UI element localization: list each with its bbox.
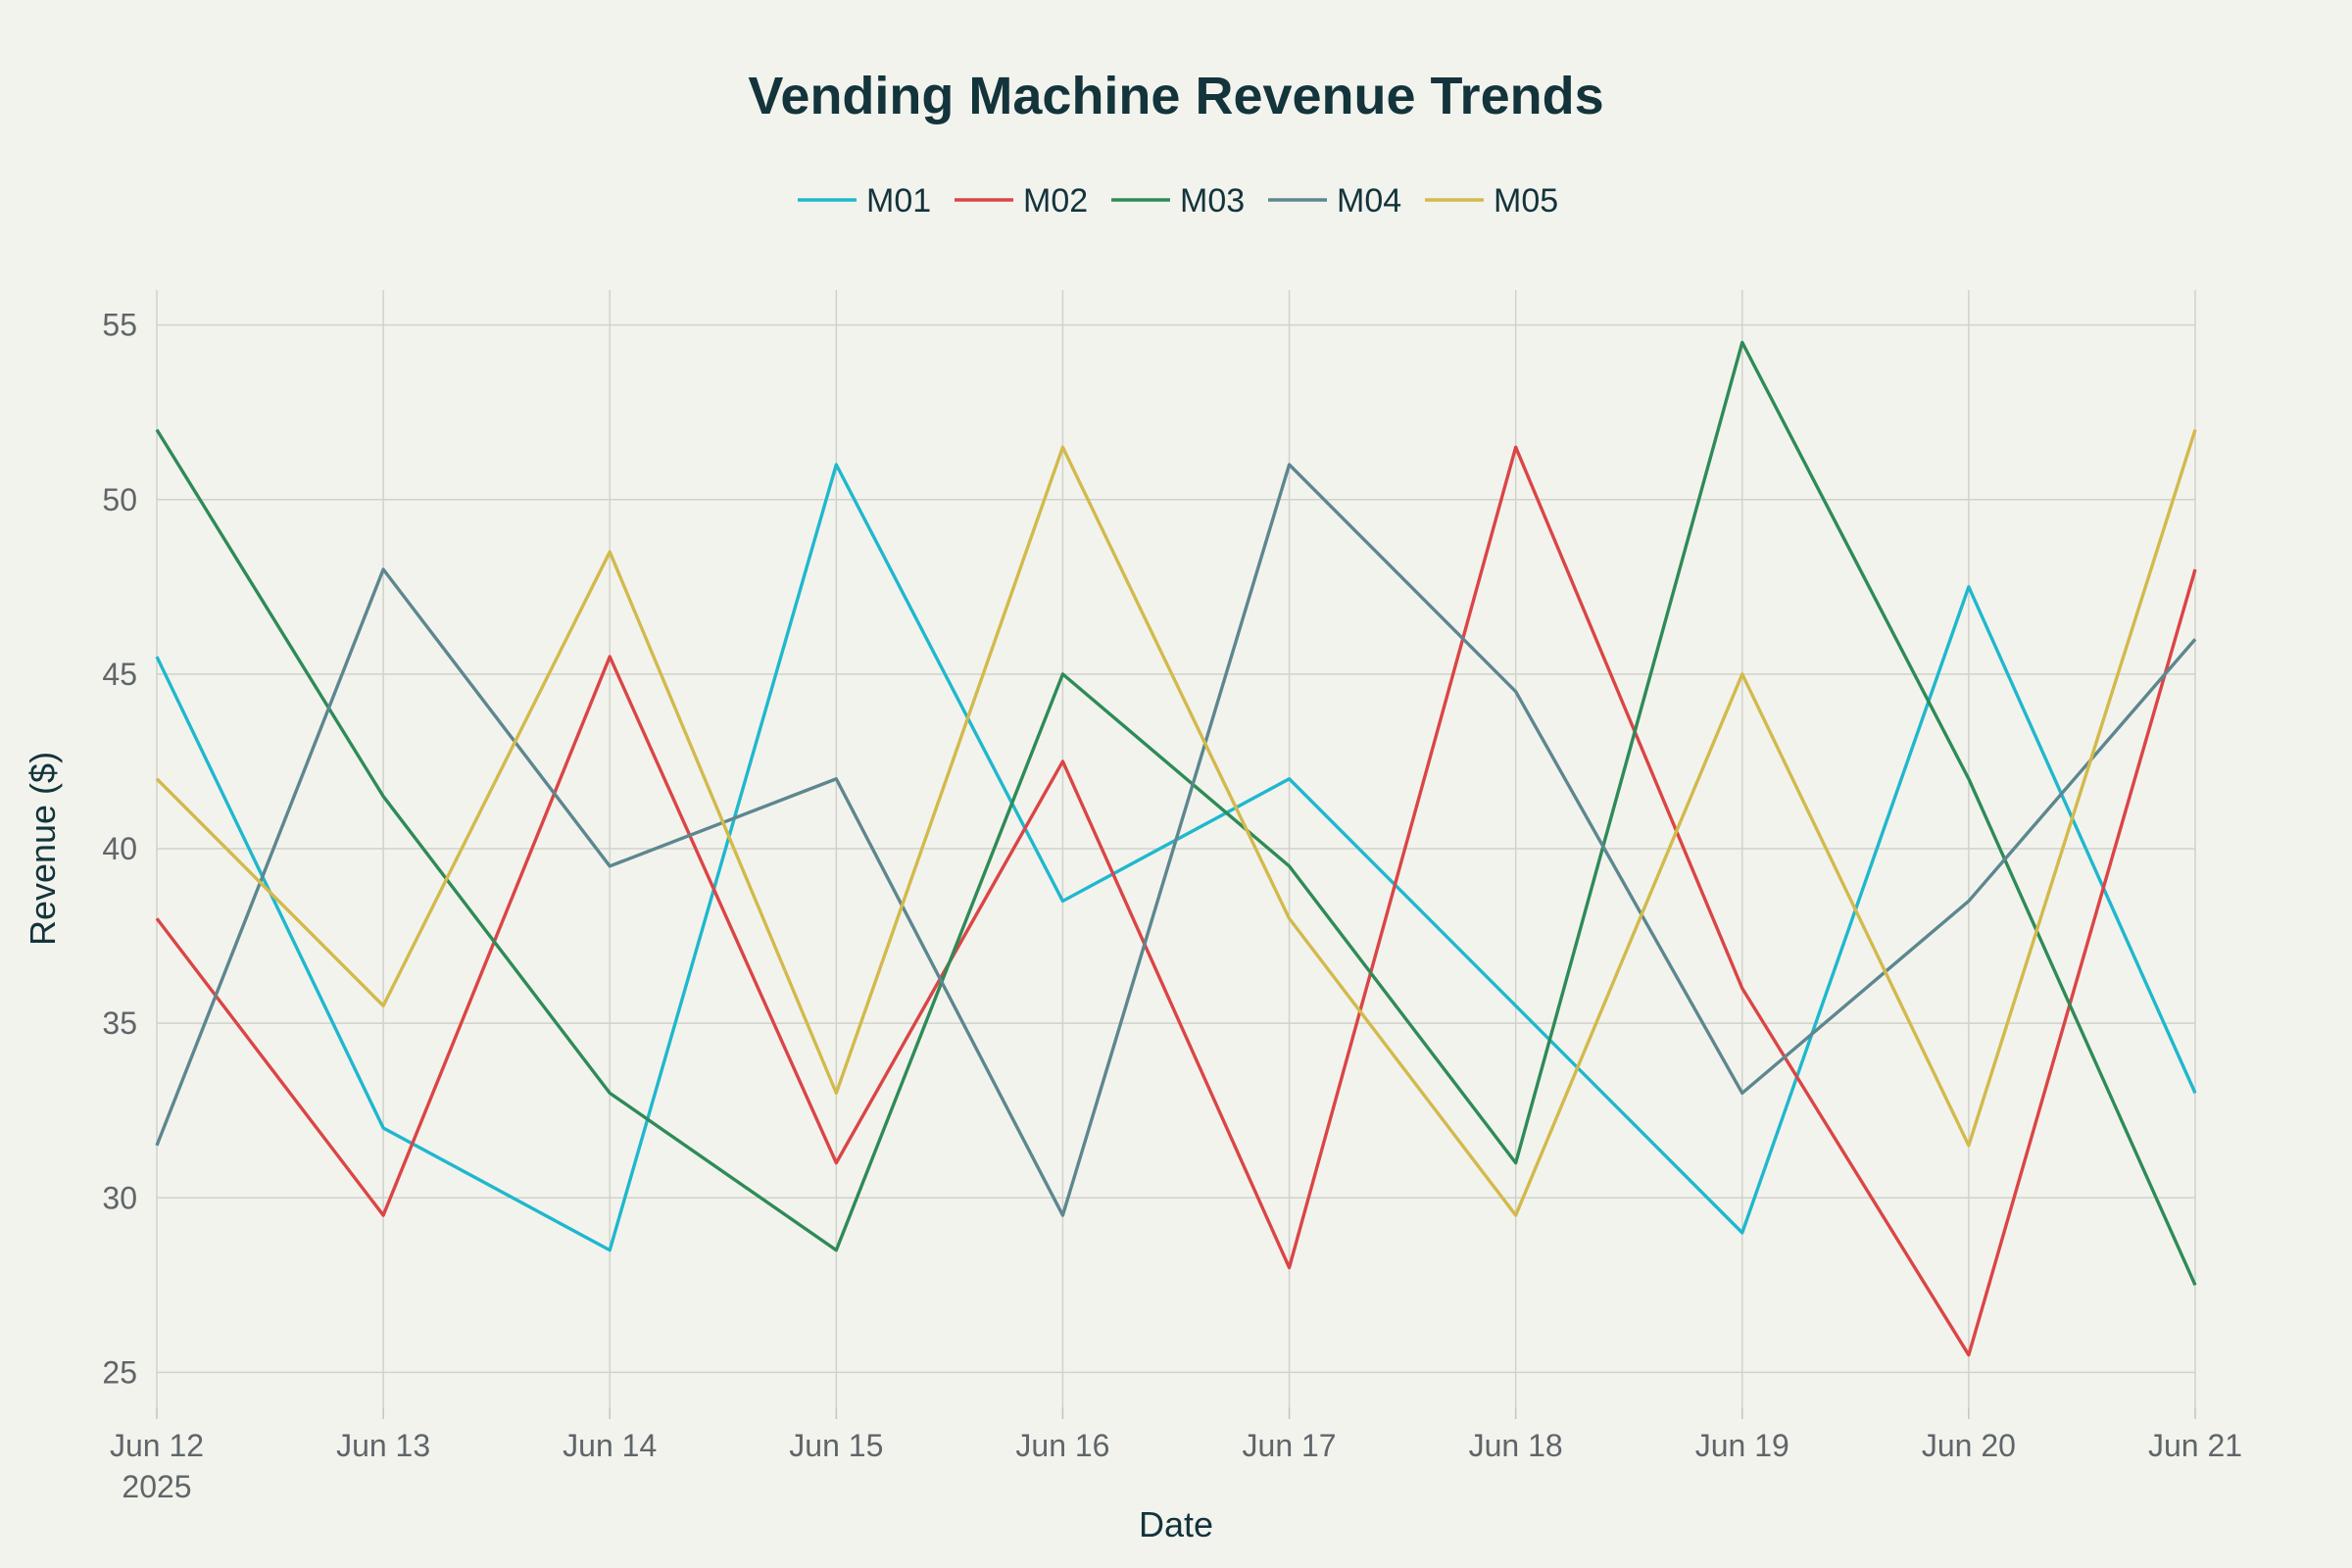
series-m02 xyxy=(155,445,2197,1357)
series-line-m01[interactable] xyxy=(155,463,2197,1252)
grid xyxy=(156,290,2196,1407)
x-tick-label: Jun 16 xyxy=(1015,1428,1109,1463)
x-axis-title: Date xyxy=(1139,1504,1213,1544)
legend-item-m02[interactable]: M02 xyxy=(955,182,1088,220)
legend-label: M04 xyxy=(1337,182,1401,220)
series-line-m04[interactable] xyxy=(155,463,2197,1217)
legend: M01 M02 M03 M04 M05 xyxy=(798,182,1558,220)
x-axis: Jun 12 Jun 13 Jun 14 Jun 15 Jun 16 Jun 17 Jun … xyxy=(110,1407,2242,1504)
x-tick-label: Jun 19 xyxy=(1695,1428,1789,1463)
series-m01 xyxy=(155,463,2197,1252)
chart-title: Vending Machine Revenue Trends xyxy=(748,67,1603,125)
y-tick-label: 45 xyxy=(102,657,137,692)
x-tick-label: Jun 18 xyxy=(1469,1428,1563,1463)
legend-label: M05 xyxy=(1494,182,1558,220)
x-tick-label: Jun 15 xyxy=(789,1428,883,1463)
y-tick-label: 35 xyxy=(102,1005,137,1041)
series-line-m05[interactable] xyxy=(155,428,2197,1217)
x-tick-label: Jun 17 xyxy=(1243,1428,1337,1463)
series-lines xyxy=(155,340,2197,1357)
legend-item-m05[interactable]: M05 xyxy=(1425,182,1558,220)
legend-label: M03 xyxy=(1180,182,1245,220)
y-tick-label: 40 xyxy=(102,831,137,866)
series-m05 xyxy=(155,428,2197,1217)
x-tick-label: Jun 20 xyxy=(1922,1428,2016,1463)
legend-label: M02 xyxy=(1023,182,1088,220)
y-tick-label: 30 xyxy=(102,1180,137,1215)
y-axis-title: Revenue ($) xyxy=(23,752,63,946)
legend-label: M01 xyxy=(866,182,931,220)
series-line-m02[interactable] xyxy=(155,445,2197,1357)
x-tick-label: Jun 12 xyxy=(110,1428,204,1463)
y-tick-label: 55 xyxy=(102,308,137,343)
series-line-m03[interactable] xyxy=(155,340,2197,1287)
series-m03 xyxy=(155,340,2197,1287)
x-tick-label: Jun 21 xyxy=(2148,1428,2242,1463)
x-tick-label: Jun 14 xyxy=(563,1428,657,1463)
x-tick-label: Jun 13 xyxy=(336,1428,430,1463)
y-axis: 25 30 35 40 45 50 55 xyxy=(102,308,137,1391)
legend-item-m04[interactable]: M04 xyxy=(1268,182,1401,220)
series-m04 xyxy=(155,463,2197,1217)
x-tick-year-label: 2025 xyxy=(122,1469,191,1504)
legend-item-m01[interactable]: M01 xyxy=(798,182,931,220)
y-tick-label: 25 xyxy=(102,1354,137,1390)
legend-item-m03[interactable]: M03 xyxy=(1111,182,1245,220)
y-tick-label: 50 xyxy=(102,482,137,517)
